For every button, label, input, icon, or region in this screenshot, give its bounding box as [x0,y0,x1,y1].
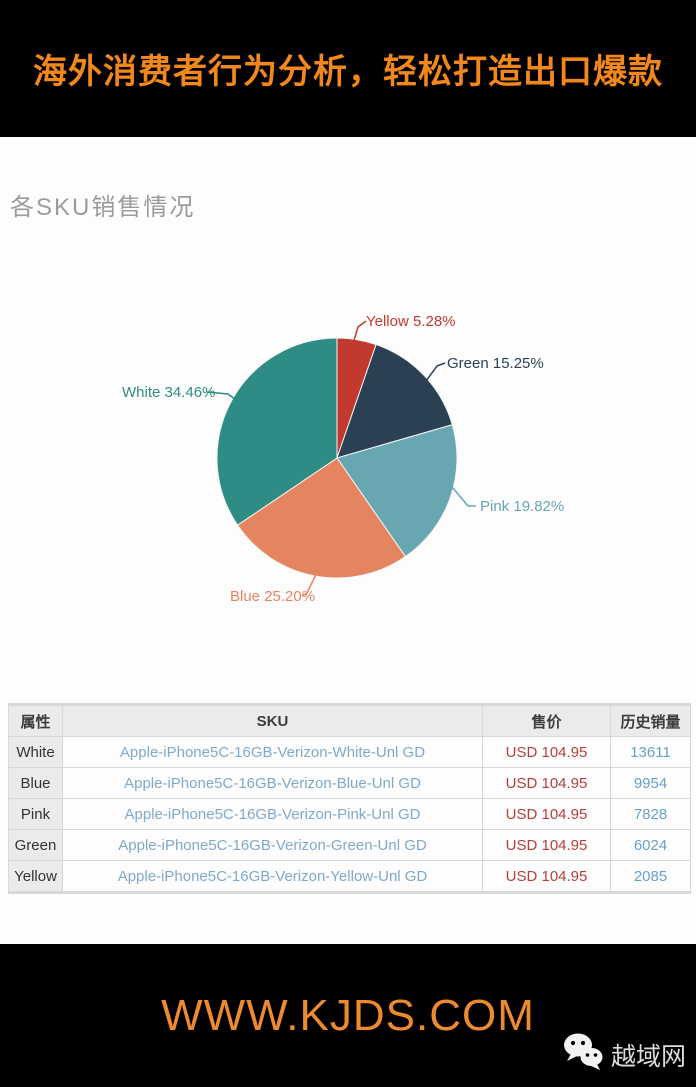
sales-cell: 2085 [610,860,691,893]
chart-title: 各SKU销售情况 [10,194,196,221]
table-row: Pink Apple-iPhone5C-16GB-Verizon-Pink-Un… [8,798,691,830]
price-cell: USD 104.95 [482,767,611,799]
wechat-badge: 越域网 [562,1030,686,1079]
sales-cell: 7828 [610,798,691,830]
sku-table: 属性 SKU 售价 历史销量 White Apple-iPhone5C-16GB… [8,703,691,894]
col-header-attr: 属性 [8,704,63,737]
col-header-sales: 历史销量 [610,704,691,737]
page-footer: WWW.KJDS.COM 越域网 [0,944,696,1087]
content-area: 各SKU销售情况 Yellow 5.28% Green 15.25% Pink … [0,137,696,944]
pie-chart-area: Yellow 5.28% Green 15.25% Pink 19.82% Bl… [0,300,696,630]
attr-cell: Green [8,829,63,861]
pie-slice-white [216,337,338,526]
attr-cell: Yellow [8,860,63,893]
col-header-price: 售价 [482,704,611,737]
leader-line-blue [301,565,321,597]
table-row: White Apple-iPhone5C-16GB-Verizon-White-… [8,736,691,768]
pie-label-blue: Blue 25.20% [230,588,316,605]
price-cell: USD 104.95 [482,736,611,768]
pie-label-green: Green 15.25% [447,355,544,372]
sku-link[interactable]: Apple-iPhone5C-16GB-Verizon-Yellow-Unl G… [62,860,483,893]
pie-slices [216,337,458,579]
leader-line-pink [451,486,476,507]
leader-line-green [417,362,446,393]
pie-slice-pink [336,424,458,558]
sku-link[interactable]: Apple-iPhone5C-16GB-Verizon-Green-Unl GD [62,829,483,861]
sales-cell: 13611 [610,736,691,768]
wechat-account-name: 越域网 [610,1042,686,1071]
pie-label-pink: Pink 19.82% [480,498,565,515]
site-url: WWW.KJDS.COM [161,990,535,1040]
attr-cell: Pink [8,798,63,830]
pie-slice-green [336,343,453,459]
table-row: Green Apple-iPhone5C-16GB-Verizon-Green-… [8,829,691,861]
pie-label-white: White 34.46% [122,384,216,401]
attr-cell: Blue [8,767,63,799]
wechat-icon [562,1030,604,1079]
banner-title: 海外消费者行为分析，轻松打造出口爆款 [33,53,663,91]
table-row: Yellow Apple-iPhone5C-16GB-Verizon-Yello… [8,860,691,893]
leader-line-white [206,391,248,409]
leader-line-yellow [351,320,367,348]
sku-link[interactable]: Apple-iPhone5C-16GB-Verizon-White-Unl GD [62,736,483,768]
attr-cell: White [8,736,63,768]
pie-chart [206,320,476,597]
price-cell: USD 104.95 [482,860,611,893]
table-row: Blue Apple-iPhone5C-16GB-Verizon-Blue-Un… [8,767,691,799]
sales-cell: 6024 [610,829,691,861]
pie-label-yellow: Yellow 5.28% [366,313,456,330]
col-header-sku: SKU [62,704,483,737]
sku-link[interactable]: Apple-iPhone5C-16GB-Verizon-Pink-Unl GD [62,798,483,830]
page-header: 海外消费者行为分析，轻松打造出口爆款 [0,0,696,137]
table-header-row: 属性 SKU 售价 历史销量 [8,704,691,737]
sku-link[interactable]: Apple-iPhone5C-16GB-Verizon-Blue-Unl GD [62,767,483,799]
sales-cell: 9954 [610,767,691,799]
price-cell: USD 104.95 [482,798,611,830]
price-cell: USD 104.95 [482,829,611,861]
